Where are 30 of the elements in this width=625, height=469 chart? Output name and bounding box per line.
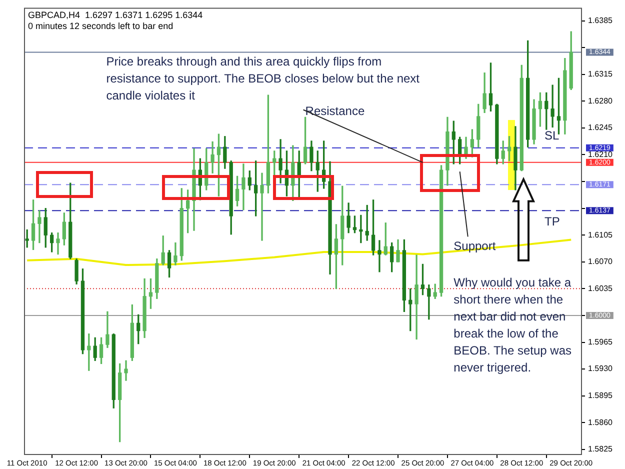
candlestick — [414, 254, 418, 340]
candlestick — [56, 232, 60, 255]
candlestick — [550, 84, 554, 128]
chart-title: GBPCAD,H4 1.6297 1.6371 1.6295 1.6344 — [28, 10, 203, 20]
candlestick — [427, 284, 431, 320]
y-tick-label: 1.6245 — [588, 123, 614, 132]
y-tick-label: 1.6315 — [588, 70, 614, 79]
annotation: SL — [544, 128, 560, 143]
annotation: Why would you take a short there when the next bar did not even break the low of the BEOB. The setup was never trigered. — [454, 276, 572, 375]
candlestick — [359, 214, 363, 244]
annotation: Price breaks through and this area quickly flips from resistance to support. The BEOB closes below but the next candle violates it — [106, 54, 420, 102]
y-tick-label: 1.5965 — [588, 337, 614, 346]
y-tick-label: 1.6070 — [588, 257, 614, 266]
candlestick — [378, 240, 382, 272]
y-tick-label: 1.6105 — [588, 230, 614, 240]
candlestick — [124, 360, 128, 381]
y-tick-label: 1.5895 — [588, 391, 614, 400]
y-tick-label: 1.6210 — [588, 150, 614, 159]
candlestick — [38, 210, 42, 244]
candlestick — [210, 141, 214, 174]
text: 0 minutes 12 seconds left to bar end — [28, 20, 174, 31]
y-tick-label: 1.5860 — [588, 418, 614, 427]
y-tick-label: 1.5930 — [588, 364, 614, 374]
y-tick-label: 1.6035 — [588, 284, 614, 293]
annotation: Resistance — [305, 104, 365, 118]
annotation: TP — [544, 214, 560, 228]
candlestick — [260, 172, 264, 241]
y-tick-label: 1.6385 — [588, 16, 614, 26]
y-tick-label: 1.6280 — [588, 96, 614, 106]
y-tick-label: 1.5825 — [588, 444, 614, 454]
